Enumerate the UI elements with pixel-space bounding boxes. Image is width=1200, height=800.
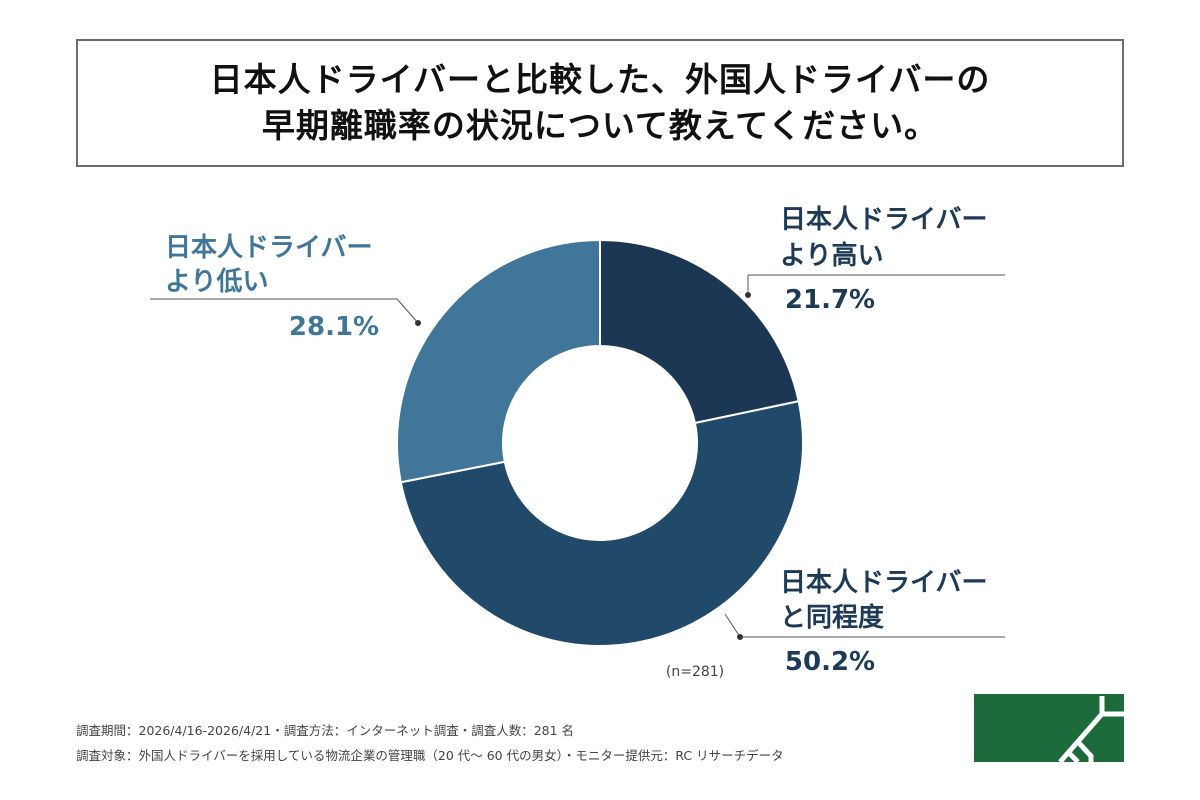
donut-slice-3 [396, 238, 601, 484]
survey-period-note: 調査期間：2026/4/16-2026/4/21・調査方法：インターネット調査・… [76, 723, 575, 738]
value-label-2: 50.2% [785, 647, 875, 677]
category-label-2-line-2: と同程度 [780, 602, 884, 633]
leader-line-2 [724, 613, 741, 638]
category-label-1-line-2: より高い [780, 240, 883, 271]
value-label-3: 28.1% [289, 312, 379, 342]
leader-dot-2 [737, 634, 743, 640]
leader-dot-1 [745, 292, 751, 298]
donut-slice-2 [399, 400, 804, 647]
category-label-1-line-1: 日本人ドライバー [780, 205, 987, 235]
sample-size-note: (n=281) [666, 664, 724, 680]
chart-title-line-1: 日本人ドライバーと比較した、外国人ドライバーの [209, 60, 991, 99]
survey-target-note: 調査対象：外国人ドライバーを採用している物流企業の管理職（20 代～ 60 代の… [76, 748, 784, 763]
chart-title-line-2: 早期離職率の状況について教えてください。 [261, 106, 939, 145]
value-label-1: 21.7% [785, 285, 875, 315]
leader-line-3 [396, 298, 419, 324]
category-label-3-line-2: より低い [165, 267, 268, 297]
chart-title-box: 日本人ドライバーと比較した、外国人ドライバーの 早期離職率の状況について教えてく… [76, 39, 1124, 167]
leader-dot-3 [415, 320, 421, 326]
donut-slice-1 [599, 238, 800, 425]
category-label-3-line-1: 日本人ドライバー [165, 233, 372, 263]
company-logo [974, 694, 1124, 762]
survey-footnote: 調査期間：2026/4/16-2026/4/21・調査方法：インターネット調査・… [76, 718, 784, 768]
category-label-2-line-1: 日本人ドライバー [780, 568, 987, 598]
